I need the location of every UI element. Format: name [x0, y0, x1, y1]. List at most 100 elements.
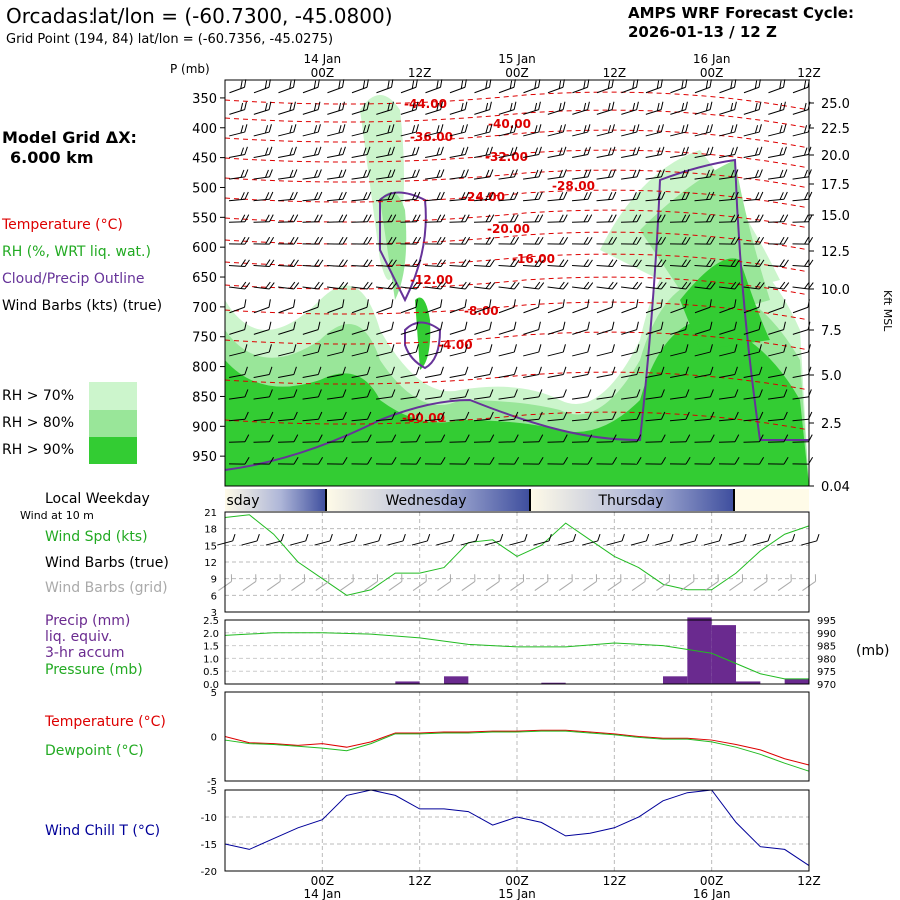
wind-barb	[302, 169, 322, 180]
barb-shaft	[670, 373, 686, 379]
barb-shaft	[449, 86, 466, 94]
temp-tick-label: -5	[207, 777, 217, 788]
wind-barb	[572, 169, 592, 180]
barb-flag	[730, 236, 736, 245]
barb-shaft	[743, 286, 760, 290]
barb-flag	[587, 259, 593, 267]
barb-shaft	[621, 306, 637, 314]
barb-flag	[280, 533, 285, 542]
barb-flag	[317, 169, 322, 178]
top-time-tick: 00Z	[700, 66, 724, 80]
wind-barb	[645, 411, 666, 422]
barb-shaft	[792, 153, 809, 159]
barb-flag	[440, 214, 446, 222]
barb-flag	[660, 321, 664, 330]
barb-flag	[804, 236, 810, 245]
wind-barb	[694, 321, 713, 335]
barb-shaft	[314, 540, 331, 546]
barb-flag	[342, 191, 347, 200]
barb-shaft	[718, 418, 736, 422]
barb-shaft	[302, 86, 319, 94]
barb-flag	[558, 80, 562, 89]
barb-shaft	[621, 351, 637, 357]
barb-shaft	[424, 198, 442, 202]
barb-flag	[636, 366, 640, 375]
barb-flag	[661, 214, 666, 222]
isotherm-label: -20.00	[487, 222, 530, 236]
barb-shaft	[694, 441, 711, 443]
wind-barb	[400, 366, 420, 379]
barb-shaft	[326, 221, 344, 223]
barb-flag	[244, 344, 248, 353]
barb-shaft	[719, 373, 735, 379]
barb-shaft	[533, 540, 550, 546]
barb-flag	[342, 389, 347, 398]
barb-shaft	[596, 153, 613, 159]
barb-shaft	[460, 540, 477, 546]
barb-shaft	[792, 351, 809, 357]
wind-barb-grid	[412, 574, 427, 591]
barb-flag	[342, 282, 349, 290]
wind-barb	[253, 321, 272, 335]
barb-flag	[710, 191, 715, 200]
wind-barb	[473, 236, 495, 245]
wind-barb	[522, 191, 543, 202]
barb-shaft	[621, 373, 637, 379]
wind-barb	[596, 389, 616, 400]
wind-barb	[253, 366, 273, 379]
barb-shaft	[631, 581, 646, 591]
barb-flag	[559, 214, 564, 223]
wind-barb	[596, 169, 616, 180]
wind-barb	[278, 146, 297, 159]
barb-shaft	[767, 221, 785, 223]
barb-flag	[538, 191, 543, 200]
barb-flag	[244, 366, 248, 375]
barb-shaft	[302, 176, 319, 180]
wind-barb	[547, 281, 569, 290]
barb-flag	[367, 434, 372, 442]
barb-flag	[636, 434, 642, 442]
wind-barb	[327, 366, 346, 379]
barb-flag	[636, 282, 643, 290]
wind-barb	[694, 191, 715, 202]
barb-shaft	[425, 109, 441, 115]
barb-flag	[415, 366, 420, 375]
height-tick-label: 20.0	[821, 149, 850, 164]
barb-shaft	[620, 418, 638, 422]
barb-flag	[489, 191, 494, 200]
wind-barb	[522, 411, 543, 422]
wind-barb	[400, 79, 418, 94]
wind-barb	[400, 299, 418, 314]
wind-barb	[229, 344, 248, 357]
barb-shaft	[656, 581, 670, 591]
barb-shaft	[645, 306, 662, 314]
barb-flag	[464, 366, 469, 375]
barb-flag	[612, 259, 618, 267]
barb-flag	[465, 191, 470, 200]
barb-shaft	[351, 306, 368, 314]
wind-barb	[425, 169, 445, 180]
barb-flag	[416, 214, 421, 222]
barb-shaft	[412, 581, 427, 591]
barb-flag	[460, 125, 465, 134]
barb-flag	[660, 299, 663, 308]
barb-shaft	[351, 351, 368, 357]
barb-flag	[583, 236, 589, 245]
barb-shaft	[376, 351, 392, 357]
wind-barb	[743, 321, 762, 335]
barb-shaft	[302, 329, 319, 335]
barb-shaft	[327, 176, 343, 180]
barb-flag	[612, 456, 618, 465]
barb-flag	[670, 533, 674, 542]
barb-flag	[611, 124, 615, 133]
barb-flag	[415, 299, 418, 308]
barb-flag	[440, 191, 445, 200]
barb-flag	[387, 125, 391, 134]
wind-barb	[645, 344, 664, 357]
wind-barb	[474, 389, 494, 400]
wind-barb	[253, 169, 273, 180]
barb-flag	[559, 236, 565, 245]
wind-barb	[572, 344, 591, 357]
temperature-line	[224, 729, 810, 766]
barb-flag	[240, 214, 246, 223]
